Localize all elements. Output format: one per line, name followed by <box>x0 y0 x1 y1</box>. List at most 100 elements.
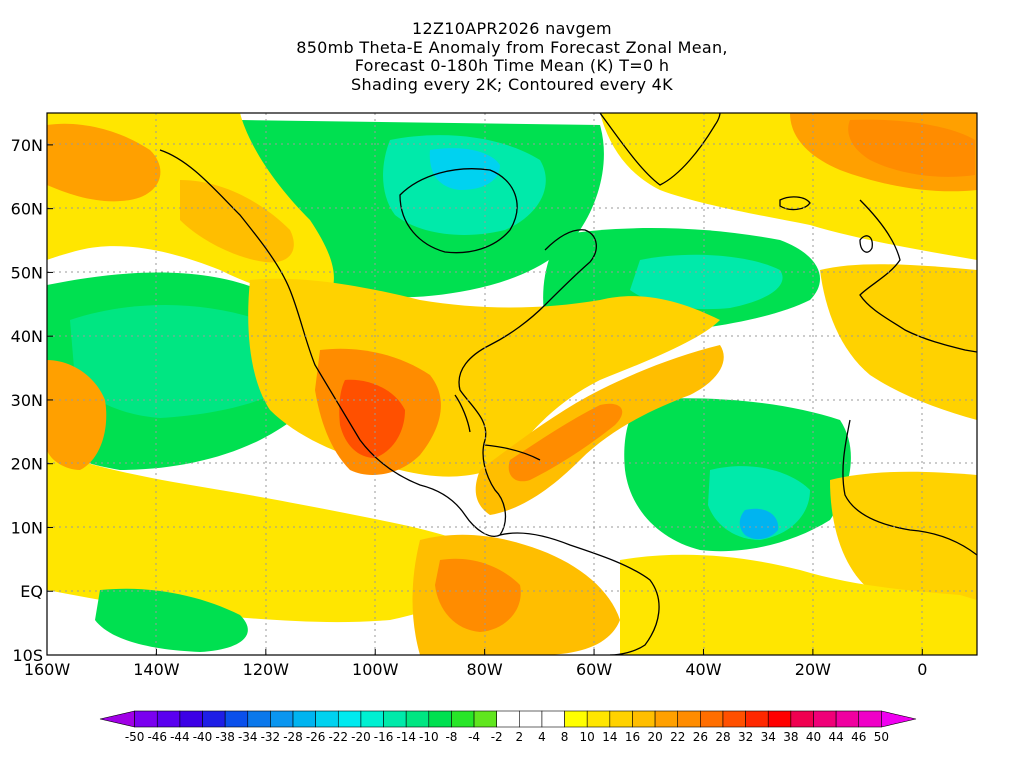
colorbar-label: -28 <box>283 730 303 744</box>
atlantic-cool-core <box>630 254 783 310</box>
lat-tick-label: EQ <box>20 582 43 601</box>
colorbar-swatch <box>835 710 860 728</box>
africa-coast <box>842 419 977 556</box>
lon-tick-label: 60W <box>576 660 612 679</box>
coastlines <box>159 113 977 655</box>
colorbar-swatch <box>654 710 679 728</box>
colorbar-label: 28 <box>715 730 730 744</box>
europe-warm <box>820 264 977 420</box>
equatorial-atlantic-warm <box>620 554 977 655</box>
pacific-cool-core <box>70 305 294 418</box>
colorbar-label: -22 <box>328 730 348 744</box>
cuba-coast <box>484 444 541 461</box>
map-title: 12Z10APR2026 navgem 850mb Theta-E Anomal… <box>0 19 1024 94</box>
colorbar-label: 32 <box>738 730 753 744</box>
colorbar-swatch <box>292 710 316 728</box>
colorbar-swatch <box>813 710 837 728</box>
colorbar-label: 10 <box>580 730 595 744</box>
colorbar-label: 50 <box>874 730 889 744</box>
title-line-2: 850mb Theta-E Anomaly from Forecast Zona… <box>296 37 728 57</box>
colorbar-label: -4 <box>468 730 480 744</box>
lon-tick-label: 80W <box>467 660 503 679</box>
colorbar-swatch <box>519 710 543 728</box>
lon-tick-label: 20W <box>795 660 831 679</box>
lon-tick-label: 40W <box>685 660 721 679</box>
mexico-hottest-core <box>339 379 405 458</box>
greenland-coast <box>599 113 721 186</box>
colorbar-label: 26 <box>693 730 708 744</box>
anomaly-field <box>47 113 977 655</box>
plot-frame <box>46 112 978 656</box>
colorbar-label: 2 <box>515 730 523 744</box>
colorbar-arrow-low <box>99 710 135 728</box>
colorbar-label: 14 <box>602 730 617 744</box>
colorbar-label: -50 <box>125 730 145 744</box>
colorbar-swatch <box>586 710 611 728</box>
colorbar-swatch <box>541 710 565 728</box>
south-america-hot <box>435 558 521 632</box>
title-line-3: Forecast 0-180h Time Mean (K) T=0 h <box>354 56 670 75</box>
lat-tick-label: 40N <box>11 327 43 346</box>
colorbar-label: 38 <box>783 730 798 744</box>
colorbar-swatch <box>700 710 724 728</box>
west-pacific-warm <box>47 360 107 470</box>
colorbar-label: 8 <box>561 730 569 744</box>
colorbar-label: 16 <box>625 730 640 744</box>
colorbar-label: 20 <box>647 730 662 744</box>
colorbar-label: 40 <box>806 730 821 744</box>
colorbar-swatch <box>473 710 497 728</box>
colorbar-swatch <box>383 710 407 728</box>
title-line-1: 12Z10APR2026 navgem <box>412 19 612 38</box>
tropical-atlantic-center <box>739 508 779 540</box>
lon-tick-label: 140W <box>133 660 180 679</box>
colorbar-arrow-high <box>881 710 917 728</box>
colorbar-swatch <box>745 710 769 728</box>
lat-lon-grid <box>47 113 977 655</box>
south-america-coast <box>499 532 660 655</box>
colorbar-swatch <box>428 710 452 728</box>
colorbar-label: -20 <box>351 730 371 744</box>
lon-tick-label: 0 <box>917 660 927 679</box>
colorbar-swatch <box>202 710 226 728</box>
colorbar-swatch <box>270 710 294 728</box>
colorbar-label: -34 <box>238 730 258 744</box>
colorbar-swatch <box>224 710 249 728</box>
colorbar-label: -32 <box>261 730 281 744</box>
colorbar-label: -2 <box>491 730 503 744</box>
colorbar-label: -44 <box>170 730 190 744</box>
colorbar-label: 44 <box>828 730 843 744</box>
colorbar-label: -10 <box>419 730 439 744</box>
north-america-coast <box>159 149 597 537</box>
lat-tick-label: 60N <box>11 200 43 219</box>
africa-warm <box>830 471 977 606</box>
nordic-hot-core <box>848 119 975 177</box>
colorbar-swatch <box>722 710 746 728</box>
lon-tick-label: 100W <box>352 660 399 679</box>
colorbar-label: -14 <box>396 730 416 744</box>
lat-tick-label: 20N <box>11 455 43 474</box>
colorbar-swatch <box>247 710 271 728</box>
colorbar-swatch <box>677 710 701 728</box>
colorbar-label: -8 <box>445 730 457 744</box>
shading-layer <box>47 113 977 655</box>
colorbar-label: 22 <box>670 730 685 744</box>
lat-tick-label: 30N <box>11 391 43 410</box>
hudson-bay-coast <box>399 168 518 254</box>
title-line-4: Shading every 2K; Contoured every 4K <box>351 74 673 94</box>
lon-tick-label: 160W <box>24 660 71 679</box>
colorbar-swatch <box>405 710 430 728</box>
colorbar-swatch <box>360 710 384 728</box>
colorbar-label: -16 <box>374 730 394 744</box>
south-pacific-cool <box>95 588 248 652</box>
tropical-atlantic-core <box>708 466 810 540</box>
colorbar-swatch <box>767 710 792 728</box>
lon-tick-label: 120W <box>243 660 290 679</box>
lat-tick-label: 70N <box>11 136 43 155</box>
colorbar: -50 -46 -44 -40 -38 -34 -32 -28 -26 -22 -20 -16 -14-… <box>99 710 917 744</box>
colorbar-swatch <box>156 710 181 728</box>
colorbar-label: -46 <box>147 730 167 744</box>
florida-coast <box>454 394 471 433</box>
europe-coast <box>859 199 977 353</box>
colorbar-label: -40 <box>193 730 213 744</box>
